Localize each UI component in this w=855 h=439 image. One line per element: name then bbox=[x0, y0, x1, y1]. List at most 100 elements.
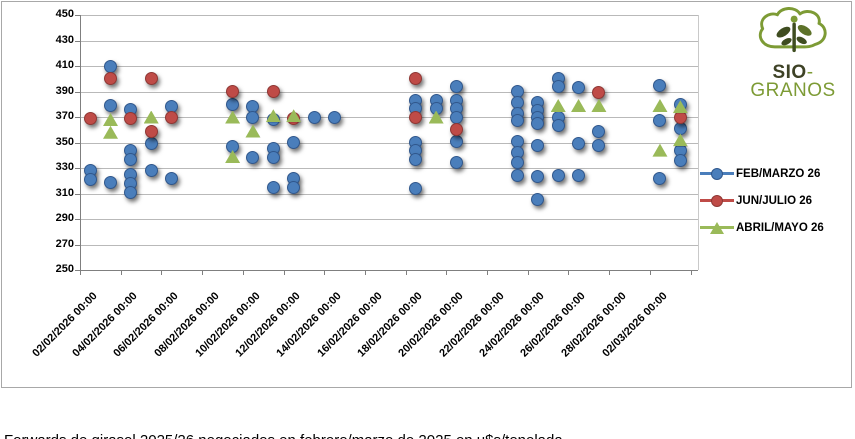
data-point-feb-marzo-26 bbox=[104, 59, 118, 73]
legend-label-feb-marzo: FEB/MARZO 26 bbox=[736, 167, 821, 180]
caption-line-1: Forwards de girasol 2025/26 negociados e… bbox=[4, 431, 852, 439]
data-point-jun-julio-26 bbox=[124, 111, 138, 125]
data-point-feb-marzo-26 bbox=[165, 171, 179, 185]
grid-line bbox=[80, 117, 698, 118]
data-point-feb-marzo-26 bbox=[83, 172, 97, 186]
data-point-feb-marzo-26 bbox=[124, 152, 138, 166]
data-point-feb-marzo-26 bbox=[144, 137, 158, 151]
data-point-feb-marzo-26 bbox=[511, 114, 525, 128]
y-axis-tick-label: 270 bbox=[55, 237, 74, 250]
grid-line bbox=[80, 66, 698, 67]
y-axis-tick bbox=[75, 244, 80, 246]
data-point-feb-marzo-26 bbox=[531, 193, 545, 207]
data-point-jun-julio-26 bbox=[144, 72, 158, 86]
data-point-jun-julio-26 bbox=[144, 124, 158, 138]
data-point-feb-marzo-26 bbox=[673, 153, 687, 167]
data-point-feb-marzo-26 bbox=[449, 79, 463, 93]
legend-item-jun-julio: JUN/JULIO 26 bbox=[700, 187, 850, 214]
data-point-feb-marzo-26 bbox=[124, 185, 138, 199]
y-axis-tick-label: 390 bbox=[55, 84, 74, 97]
logo-text-granos: -GRANOS bbox=[750, 62, 836, 101]
data-point-feb-marzo-26 bbox=[551, 169, 565, 183]
data-point-feb-marzo-26 bbox=[327, 110, 341, 124]
y-axis-tick bbox=[75, 117, 80, 118]
x-axis-tick bbox=[120, 271, 122, 275]
chart-legend: FEB/MARZO 26 JUN/JULIO 26 ABRIL/MAYO 26 bbox=[700, 160, 850, 241]
legend-item-abril-mayo: ABRIL/MAYO 26 bbox=[700, 214, 850, 241]
data-point-feb-marzo-26 bbox=[511, 169, 525, 183]
data-point-feb-marzo-26 bbox=[653, 171, 667, 185]
data-point-jun-julio-26 bbox=[266, 85, 280, 98]
y-axis-tick-label: 350 bbox=[55, 135, 74, 148]
x-axis-tick bbox=[487, 271, 488, 275]
data-point-feb-marzo-26 bbox=[673, 121, 687, 135]
legend-marker-abril-mayo-icon bbox=[700, 221, 734, 234]
legend-marker-jun-julio-icon bbox=[700, 194, 734, 207]
y-axis-tick bbox=[75, 219, 80, 220]
grid-line bbox=[80, 193, 698, 195]
x-axis-tick bbox=[405, 271, 407, 275]
grid-line bbox=[80, 15, 698, 16]
data-point-feb-marzo-26 bbox=[511, 156, 525, 170]
x-axis-tick bbox=[324, 271, 326, 275]
y-axis-tick-label: 330 bbox=[55, 161, 74, 173]
sio-granos-logo: SIO-GRANOS bbox=[735, 7, 851, 100]
data-point-feb-marzo-26 bbox=[266, 151, 280, 165]
data-point-feb-marzo-26 bbox=[409, 181, 423, 195]
y-axis-tick bbox=[75, 91, 80, 93]
data-point-feb-marzo-26 bbox=[531, 138, 545, 152]
x-axis-tick bbox=[527, 271, 529, 275]
y-axis-tick-label: 310 bbox=[55, 186, 74, 199]
data-point-feb-marzo-26 bbox=[287, 136, 301, 149]
chart-frame bbox=[1, 1, 852, 388]
data-point-feb-marzo-26 bbox=[144, 164, 158, 178]
y-axis-tick bbox=[75, 142, 80, 144]
data-point-feb-marzo-26 bbox=[449, 110, 463, 124]
y-axis-tick bbox=[75, 66, 80, 67]
x-axis-tick bbox=[568, 271, 570, 275]
data-point-feb-marzo-26 bbox=[551, 119, 565, 133]
x-axis-tick bbox=[242, 271, 244, 275]
data-point-feb-marzo-26 bbox=[266, 180, 280, 194]
y-axis-tick-label: 250 bbox=[55, 263, 74, 275]
x-axis-tick bbox=[446, 271, 448, 275]
legend-marker-feb-marzo-icon bbox=[700, 167, 734, 180]
x-axis-tick bbox=[80, 271, 81, 275]
data-point-feb-marzo-26 bbox=[449, 156, 463, 170]
y-axis-tick bbox=[75, 40, 80, 42]
data-point-jun-julio-26 bbox=[226, 85, 240, 98]
legend-label-jun-julio: JUN/JULIO 26 bbox=[736, 194, 813, 207]
chart-caption: Forwards de girasol 2025/26 negociados e… bbox=[4, 391, 852, 439]
plot-right-border bbox=[698, 15, 699, 270]
logo-text-sio: SIO bbox=[772, 62, 807, 83]
data-point-feb-marzo-26 bbox=[653, 78, 667, 92]
x-axis-tick bbox=[609, 271, 611, 275]
y-axis-line bbox=[80, 15, 81, 270]
x-axis-tick bbox=[649, 271, 651, 275]
data-point-jun-julio-26 bbox=[104, 72, 118, 86]
data-point-feb-marzo-26 bbox=[287, 180, 301, 194]
sio-granos-wordmark: SIO-GRANOS bbox=[735, 62, 851, 101]
data-point-feb-marzo-26 bbox=[307, 110, 321, 124]
data-point-feb-marzo-26 bbox=[551, 79, 565, 93]
data-point-feb-marzo-26 bbox=[592, 138, 606, 152]
data-point-feb-marzo-26 bbox=[531, 170, 545, 184]
data-point-feb-marzo-26 bbox=[246, 110, 260, 124]
data-point-jun-julio-26 bbox=[409, 110, 423, 124]
x-axis-tick bbox=[690, 271, 692, 275]
legend-item-feb-marzo: FEB/MARZO 26 bbox=[700, 160, 850, 187]
x-axis-line bbox=[80, 270, 698, 271]
grid-line bbox=[80, 219, 698, 220]
data-point-feb-marzo-26 bbox=[531, 116, 545, 130]
data-point-jun-julio-26 bbox=[83, 111, 97, 125]
y-axis-tick bbox=[75, 15, 80, 16]
sio-granos-cloud-sprout-icon bbox=[758, 7, 827, 53]
y-axis-tick-label: 290 bbox=[55, 212, 74, 224]
x-axis-tick bbox=[283, 271, 285, 275]
data-point-feb-marzo-26 bbox=[449, 134, 463, 148]
data-point-jun-julio-26 bbox=[165, 110, 179, 124]
data-point-feb-marzo-26 bbox=[226, 97, 240, 111]
y-axis-tick bbox=[75, 168, 80, 169]
y-axis-tick-label: 430 bbox=[55, 33, 74, 46]
grid-line bbox=[80, 244, 698, 246]
